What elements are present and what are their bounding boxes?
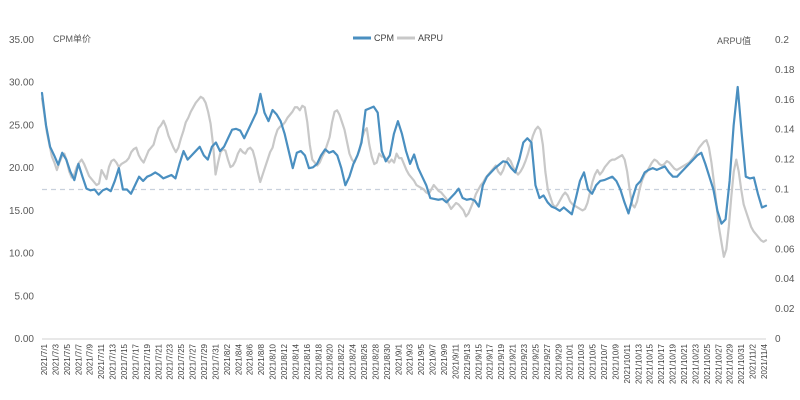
x-tick-label: 2021/10/31 xyxy=(737,343,746,384)
x-tick-label: 2021/10/11 xyxy=(623,343,632,383)
x-tick-label: 2021/7/5 xyxy=(63,343,72,375)
x-tick-label: 2021/9/9 xyxy=(440,343,449,375)
right-tick-label: 0.04 xyxy=(775,274,795,285)
right-tick-label: 0.16 xyxy=(775,95,795,106)
legend: CPM ARPU xyxy=(353,33,443,43)
x-tick-label: 2021/10/15 xyxy=(646,343,655,384)
x-tick-label: 2021/7/13 xyxy=(109,343,118,379)
x-tick-label: 2021/9/5 xyxy=(417,343,426,375)
right-tick-label: 0 xyxy=(775,334,781,345)
left-axis-ticks: 0.00 5.00 10.00 15.00 20.00 25.00 30.00 35.00 xyxy=(9,35,34,345)
x-tick-label: 2021/7/15 xyxy=(120,343,129,379)
x-tick-label: 2021/9/25 xyxy=(531,343,540,379)
left-tick-label: 35.00 xyxy=(9,35,34,46)
x-axis-ticks: 2021/7/1 2021/7/3 2021/7/5 2021/7/7 2021/7/9… xyxy=(40,343,769,384)
left-tick-label: 10.00 xyxy=(9,249,34,260)
right-tick-label: 0.12 xyxy=(775,155,795,166)
x-tick-label: 2021/8/2 xyxy=(223,343,232,375)
x-tick-label: 2021/7/23 xyxy=(166,343,175,379)
x-tick-label: 2021/8/6 xyxy=(246,343,255,375)
right-axis-title: ARPU值 xyxy=(717,35,751,46)
x-tick-label: 2021/9/3 xyxy=(406,343,415,375)
x-tick-label: 2021/10/27 xyxy=(714,343,723,384)
right-tick-label: 0.02 xyxy=(775,304,795,315)
x-tick-label: 2021/10/1 xyxy=(566,343,575,379)
left-tick-label: 5.00 xyxy=(15,291,35,302)
x-tick-label: 2021/8/12 xyxy=(280,343,289,379)
x-tick-label: 2021/10/19 xyxy=(669,343,678,384)
x-tick-label: 2021/10/21 xyxy=(680,343,689,384)
left-tick-label: 15.00 xyxy=(9,206,34,217)
x-tick-label: 2021/9/13 xyxy=(463,343,472,379)
x-tick-label: 2021/10/9 xyxy=(611,343,620,379)
legend-label-cpm: CPM xyxy=(374,33,394,43)
right-tick-label: 0.08 xyxy=(775,214,795,225)
x-tick-label: 2021/7/17 xyxy=(131,343,140,379)
x-tick-label: 2021/7/7 xyxy=(74,343,83,375)
right-tick-label: 0.14 xyxy=(775,125,795,136)
x-tick-label: 2021/8/10 xyxy=(269,343,278,379)
x-tick-label: 2021/10/29 xyxy=(726,343,735,384)
x-tick-label: 2021/8/4 xyxy=(234,343,243,375)
x-tick-label: 2021/11/4 xyxy=(760,343,769,379)
x-tick-label: 2021/8/14 xyxy=(291,343,300,379)
x-tick-label: 2021/10/13 xyxy=(634,343,643,384)
x-tick-label: 2021/8/22 xyxy=(337,343,346,379)
x-tick-label: 2021/10/25 xyxy=(703,343,712,384)
x-tick-label: 2021/7/19 xyxy=(143,343,152,379)
x-tick-label: 2021/8/18 xyxy=(314,343,323,379)
right-tick-label: 0.18 xyxy=(775,65,795,76)
x-tick-label: 2021/7/21 xyxy=(154,343,163,379)
left-axis-title: CPM单价 xyxy=(53,33,91,44)
x-tick-label: 2021/9/29 xyxy=(554,343,563,379)
left-tick-label: 20.00 xyxy=(9,163,34,174)
right-tick-label: 0.1 xyxy=(775,185,789,196)
x-tick-label: 2021/9/19 xyxy=(497,343,506,379)
x-tick-label: 2021/11/2 xyxy=(749,343,758,379)
x-tick-label: 2021/9/17 xyxy=(486,343,495,379)
x-tick-label: 2021/8/8 xyxy=(257,343,266,375)
x-tick-label: 2021/9/15 xyxy=(474,343,483,379)
x-tick-label: 2021/10/3 xyxy=(577,343,586,379)
x-tick-label: 2021/7/11 xyxy=(97,343,106,379)
x-tick-label: 2021/9/21 xyxy=(509,343,518,379)
legend-label-arpu: ARPU xyxy=(418,33,443,43)
x-tick-label: 2021/7/29 xyxy=(200,343,209,379)
x-tick-label: 2021/7/1 xyxy=(40,343,49,375)
right-tick-label: 0.06 xyxy=(775,244,795,255)
x-tick-label: 2021/8/24 xyxy=(349,343,358,379)
x-tick-label: 2021/7/25 xyxy=(177,343,186,379)
x-tick-label: 2021/8/28 xyxy=(371,343,380,379)
x-tick-label: 2021/8/20 xyxy=(326,343,335,379)
left-tick-label: 0.00 xyxy=(15,334,35,345)
left-tick-label: 25.00 xyxy=(9,120,34,131)
x-tick-label: 2021/7/27 xyxy=(189,343,198,379)
x-tick-label: 2021/9/23 xyxy=(520,343,529,379)
x-tick-label: 2021/8/26 xyxy=(360,343,369,379)
plot-area xyxy=(40,85,768,340)
x-tick-label: 2021/10/17 xyxy=(657,343,666,384)
series-line-arpu xyxy=(40,95,768,258)
x-tick-label: 2021/9/1 xyxy=(394,343,403,375)
x-tick-label: 2021/9/11 xyxy=(451,343,460,379)
x-tick-label: 2021/8/30 xyxy=(383,343,392,379)
right-axis-ticks: 0 0.02 0.04 0.06 0.08 0.1 0.12 0.14 0.16 0.18 0.2 xyxy=(775,35,795,345)
left-tick-label: 30.00 xyxy=(9,78,34,89)
x-tick-label: 2021/9/27 xyxy=(543,343,552,379)
series-line-cpm xyxy=(40,85,768,225)
x-tick-label: 2021/7/3 xyxy=(51,343,60,375)
x-tick-label: 2021/10/23 xyxy=(691,343,700,384)
x-tick-label: 2021/8/16 xyxy=(303,343,312,379)
x-tick-label: 2021/10/5 xyxy=(589,343,598,379)
x-tick-label: 2021/9/7 xyxy=(429,343,438,375)
x-tick-label: 2021/7/31 xyxy=(211,343,220,379)
x-tick-label: 2021/10/7 xyxy=(600,343,609,379)
x-tick-label: 2021/7/9 xyxy=(86,343,95,375)
right-tick-label: 0.2 xyxy=(775,35,789,46)
